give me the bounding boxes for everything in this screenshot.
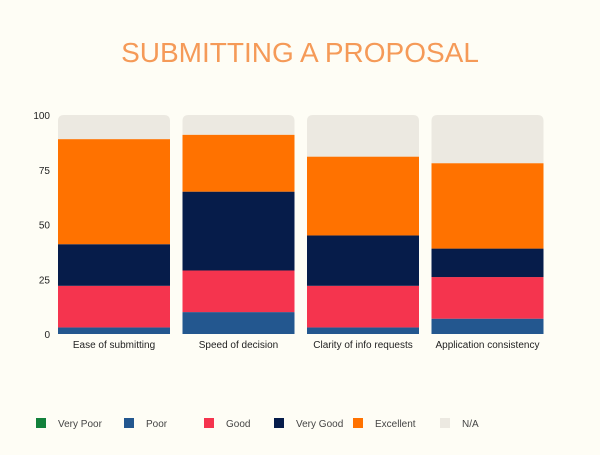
y-axis: 0 25 50 75 100	[33, 111, 50, 341]
bar-segment	[58, 285, 170, 328]
legend-item: Very Good	[274, 418, 343, 430]
legend-label: Very Good	[296, 419, 343, 430]
bar-segment	[182, 134, 295, 192]
y-tick-label: 100	[33, 111, 50, 122]
bars-group	[58, 115, 544, 334]
legend: Very Poor Poor Good Very Good Excellent N/A	[36, 418, 479, 430]
legend-label: N/A	[462, 419, 479, 430]
bar-segment	[431, 163, 544, 249]
y-tick-label: 25	[39, 275, 51, 286]
y-tick-label: 0	[44, 330, 50, 341]
bar-segment	[307, 327, 419, 334]
chart-title: SUBMITTING A PROPOSAL	[121, 37, 479, 68]
legend-swatch	[124, 418, 134, 428]
bar-segment	[307, 115, 419, 157]
legend-item: Poor	[124, 418, 168, 430]
legend-swatch	[274, 418, 284, 428]
x-tick-label: Clarity of info requests	[313, 340, 413, 351]
bar-segment	[431, 277, 544, 319]
x-tick-label: Speed of decision	[199, 340, 279, 351]
x-axis: Ease of submitting Speed of decision Clari…	[73, 340, 540, 351]
bar-segment	[58, 327, 170, 334]
legend-item: Excellent	[353, 418, 416, 430]
bar-segment	[307, 235, 419, 286]
legend-item: Good	[204, 418, 250, 430]
legend-label: Excellent	[375, 419, 416, 430]
bar-segment	[182, 191, 295, 271]
legend-label: Very Poor	[58, 419, 103, 430]
y-tick-label: 75	[39, 166, 51, 177]
x-tick-label: Application consistency	[436, 340, 540, 351]
x-tick-label: Ease of submitting	[73, 340, 155, 351]
legend-swatch	[204, 418, 214, 428]
bar-segment	[431, 115, 544, 164]
bar-segment	[182, 270, 295, 313]
legend-item: Very Poor	[36, 418, 103, 430]
bar-stack	[182, 115, 295, 334]
bar-segment	[431, 318, 544, 334]
legend-item: N/A	[440, 418, 479, 430]
bar-segment	[182, 312, 295, 334]
bar-segment	[58, 139, 170, 245]
legend-label: Good	[226, 419, 250, 430]
bar-stack	[58, 115, 170, 334]
bar-segment	[182, 115, 295, 135]
legend-swatch	[36, 418, 46, 428]
bar-segment	[307, 285, 419, 328]
bar-stack	[307, 115, 419, 334]
bar-segment	[431, 248, 544, 278]
bar-segment	[58, 244, 170, 286]
bar-segment	[307, 156, 419, 236]
legend-label: Poor	[146, 419, 168, 430]
bar-stack	[431, 115, 544, 334]
legend-swatch	[440, 418, 450, 428]
legend-swatch	[353, 418, 363, 428]
y-tick-label: 50	[39, 221, 51, 232]
bar-segment	[58, 115, 170, 140]
